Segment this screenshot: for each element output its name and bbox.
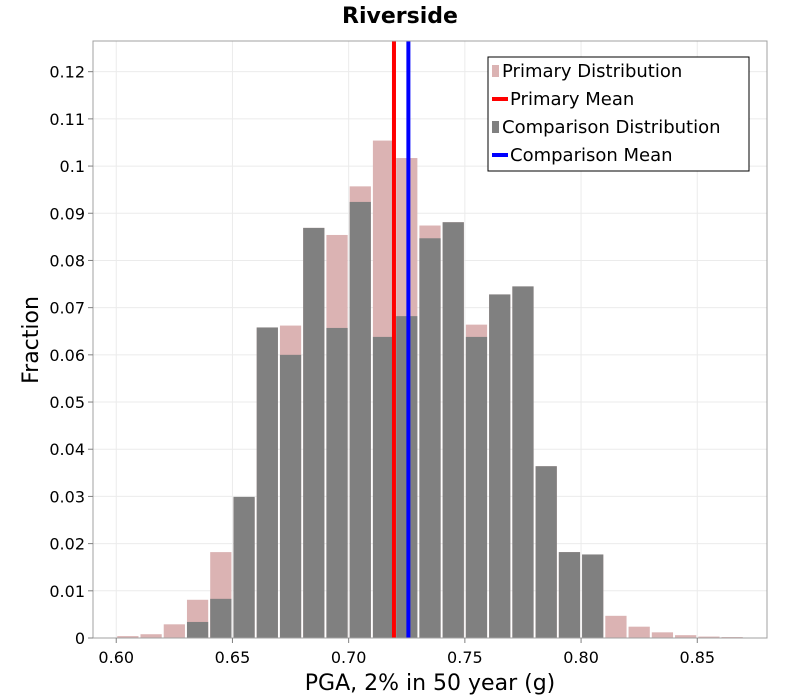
chart-title: Riverside xyxy=(342,4,458,29)
y-tick-label: 0.06 xyxy=(49,346,85,365)
comparison-distribution-bar xyxy=(489,294,511,638)
legend-label: Comparison Mean xyxy=(510,145,673,166)
comparison-distribution-bars xyxy=(186,201,604,639)
y-tick-label: 0.07 xyxy=(49,299,85,318)
comparison-distribution-bar xyxy=(186,621,209,638)
y-tick-label: 0.09 xyxy=(49,204,85,223)
legend-swatch xyxy=(492,65,499,77)
x-tick-label: 0.60 xyxy=(98,648,134,667)
y-tick-label: 0.05 xyxy=(49,393,85,412)
comparison-distribution-bar xyxy=(349,201,371,639)
legend-swatch xyxy=(492,121,499,133)
comparison-distribution-bar xyxy=(442,222,464,639)
primary-distribution-bar xyxy=(605,615,627,638)
comparison-distribution-bar xyxy=(303,227,325,638)
x-axis: 0.60 0.65 0.70 0.75 0.80 0.85 xyxy=(98,638,715,667)
x-tick-label: 0.85 xyxy=(679,648,715,667)
legend-label: Comparison Distribution xyxy=(502,117,721,138)
mean-lines xyxy=(391,41,411,638)
y-tick-label: 0.02 xyxy=(49,535,85,554)
comparison-distribution-bar xyxy=(558,552,581,638)
primary-distribution-bar xyxy=(675,635,697,638)
legend-label: Primary Mean xyxy=(510,89,634,110)
primary-distribution-bar xyxy=(163,624,185,638)
x-tick-label: 0.70 xyxy=(331,648,367,667)
primary-distribution-bar xyxy=(698,636,720,638)
comparison-distribution-bar xyxy=(372,336,395,638)
x-tick-label: 0.65 xyxy=(215,648,251,667)
comparison-distribution-bar xyxy=(233,496,255,638)
comparison-distribution-bar xyxy=(535,466,557,638)
x-tick-label: 0.75 xyxy=(447,648,483,667)
y-tick-label: 0.04 xyxy=(49,440,85,459)
comparison-distribution-bar xyxy=(326,327,348,638)
primary-distribution-bar xyxy=(117,636,139,638)
primary-distribution-bar xyxy=(628,626,650,638)
x-tick-label: 0.80 xyxy=(563,648,599,667)
legend: Primary Distribution Primary Mean Comparis… xyxy=(487,56,750,172)
comparison-distribution-bar xyxy=(465,336,488,638)
comparison-distribution-bar xyxy=(419,238,441,638)
y-tick-label: 0.08 xyxy=(49,251,85,270)
primary-distribution-bar xyxy=(140,634,162,638)
comparison-distribution-bar xyxy=(582,554,604,638)
y-axis-title: Fraction xyxy=(19,296,44,384)
y-axis: 0 0.01 0.02 0.03 0.04 0.05 0.06 0.07 0.08 0.09 0.1… xyxy=(49,63,93,648)
x-axis-title: PGA, 2% in 50 year (g) xyxy=(305,671,556,696)
plot-frame xyxy=(92,40,768,639)
comparison-distribution-bar xyxy=(256,327,278,638)
y-tick-label: 0.03 xyxy=(49,487,85,506)
comparison-distribution-bar xyxy=(210,598,232,638)
legend-box xyxy=(487,56,750,172)
y-tick-label: 0.01 xyxy=(49,582,85,601)
legend-label: Primary Distribution xyxy=(502,61,682,82)
primary-distribution-bar xyxy=(651,632,674,638)
comparison-distribution-bar xyxy=(279,354,302,638)
y-tick-label: 0.1 xyxy=(60,157,85,176)
y-tick-label: 0.12 xyxy=(49,63,85,82)
y-tick-label: 0.11 xyxy=(49,110,85,129)
y-tick-label: 0 xyxy=(75,629,85,648)
comparison-distribution-bar xyxy=(512,286,534,638)
